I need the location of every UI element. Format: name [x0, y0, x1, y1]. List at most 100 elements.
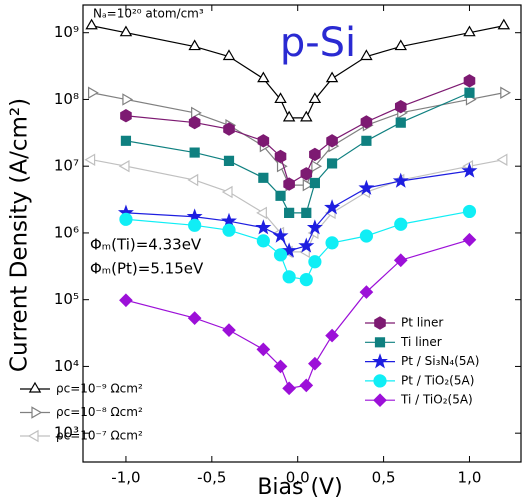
legend-label: Pt liner — [401, 316, 443, 330]
marker — [258, 172, 269, 183]
marker — [84, 153, 96, 166]
marker — [122, 93, 134, 106]
marker — [300, 110, 313, 122]
marker — [274, 149, 287, 164]
marker — [222, 49, 236, 61]
legend-label: ρc=10⁻⁸ Ωcm² — [56, 405, 143, 419]
legend-marker — [373, 374, 387, 388]
marker — [394, 99, 407, 114]
x-tick-label: 0,5 — [372, 469, 396, 487]
marker — [222, 223, 236, 237]
marker — [283, 177, 295, 191]
marker — [222, 323, 236, 337]
marker — [309, 177, 320, 189]
y-tick-label: 10⁷ — [54, 157, 79, 175]
marker — [464, 87, 475, 98]
marker — [301, 207, 312, 218]
marker — [87, 86, 99, 99]
legend-marker — [373, 393, 387, 408]
marker — [284, 207, 295, 218]
series — [120, 74, 476, 191]
series-line — [91, 25, 504, 119]
marker — [256, 234, 270, 248]
marker — [496, 153, 508, 166]
marker — [187, 173, 199, 187]
marker — [257, 134, 270, 148]
marker — [500, 86, 512, 99]
marker — [120, 109, 132, 123]
annotation: Φₘ(Ti)=4.33eV — [90, 236, 202, 254]
x-axis-label: Bias (V) — [257, 475, 342, 500]
legend-marker — [374, 337, 386, 348]
series — [120, 87, 475, 218]
marker — [275, 190, 286, 201]
marker — [325, 328, 339, 343]
marker — [326, 134, 338, 148]
marker — [118, 159, 130, 173]
marker — [257, 71, 270, 83]
x-tick-label: 0,0 — [286, 469, 310, 487]
y-tick-label: 10⁹ — [54, 23, 79, 41]
marker — [394, 217, 408, 231]
x-tick-label: 1,0 — [458, 469, 482, 487]
series — [87, 86, 512, 192]
marker — [326, 158, 338, 169]
y-tick-label: 10⁵ — [54, 290, 79, 308]
marker — [463, 74, 476, 88]
legend-marker — [31, 406, 43, 419]
series — [85, 18, 511, 122]
y-tick-label: 10³ — [54, 424, 79, 442]
marker — [395, 117, 406, 128]
marker — [120, 135, 132, 146]
marker — [299, 272, 313, 287]
y-axis-label: Current Density (A/cm²) — [7, 98, 33, 372]
marker — [273, 248, 288, 262]
marker — [497, 18, 511, 30]
marker — [281, 242, 298, 258]
marker — [302, 178, 314, 192]
marker — [298, 237, 315, 253]
marker — [393, 253, 408, 268]
series-line — [125, 239, 470, 389]
marker — [360, 49, 373, 61]
marker — [361, 135, 372, 146]
marker — [462, 232, 477, 247]
marker — [223, 155, 235, 167]
marker — [324, 199, 341, 215]
marker — [282, 110, 296, 122]
legend-label: ρc=10⁻⁷ Ωcm² — [56, 429, 143, 443]
series — [119, 232, 477, 396]
annotation: p-Si — [280, 20, 356, 66]
marker — [221, 185, 233, 199]
marker — [255, 219, 272, 235]
marker — [306, 219, 323, 235]
legend-marker — [27, 429, 39, 443]
legend-label: Pt / TiO₂(5A) — [401, 373, 474, 387]
marker — [274, 92, 287, 104]
marker — [282, 270, 296, 284]
annotation: Nₐ=10²⁰ atom/cm³ — [93, 7, 204, 21]
marker — [360, 115, 373, 129]
x-tick-label: -1,0 — [111, 469, 140, 487]
series-line — [91, 92, 504, 186]
marker — [223, 122, 235, 136]
marker — [462, 204, 477, 219]
marker — [187, 311, 202, 325]
marker — [325, 71, 339, 83]
marker — [119, 293, 133, 308]
marker — [188, 218, 202, 232]
y-tick-label: 10⁶ — [54, 223, 79, 241]
marker — [392, 172, 409, 188]
marker — [358, 179, 375, 195]
legend-marker — [374, 316, 386, 330]
marker — [308, 356, 322, 371]
plot-frame — [82, 4, 522, 463]
marker — [308, 92, 322, 104]
marker — [394, 39, 407, 51]
marker — [272, 227, 289, 243]
annotation: Φₘ(Pt)=5.15eV — [90, 260, 204, 278]
marker — [119, 212, 133, 226]
legend-label: Ti / TiO₂(5A) — [400, 393, 473, 407]
marker — [189, 147, 200, 158]
